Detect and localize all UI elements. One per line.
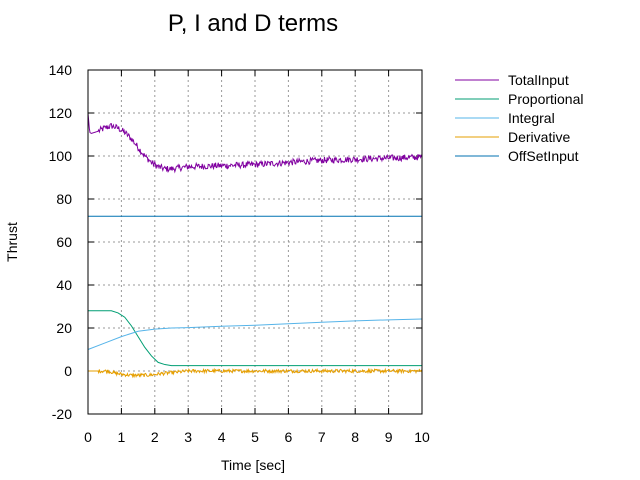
y-tick-label: 80 bbox=[56, 191, 72, 207]
x-tick-label: 5 bbox=[251, 429, 259, 445]
legend-label-proportional: Proportional bbox=[508, 91, 584, 107]
series-line-derivative bbox=[88, 367, 423, 379]
legend: TotalInput Proportional Integral Derivative… bbox=[455, 72, 584, 164]
plot-series bbox=[87, 112, 423, 379]
x-tick-label: 6 bbox=[285, 429, 293, 445]
legend-label-offsetinput: OffSetInput bbox=[508, 148, 579, 164]
y-tick-label: 100 bbox=[49, 148, 73, 164]
x-tick-label: 1 bbox=[118, 429, 126, 445]
y-tick-label: -20 bbox=[52, 406, 72, 422]
x-tick-label: 0 bbox=[84, 429, 92, 445]
y-tick-label: 20 bbox=[56, 320, 72, 336]
x-tick-label: 7 bbox=[318, 429, 326, 445]
y-tick-label: 40 bbox=[56, 277, 72, 293]
y-tick-label: 120 bbox=[49, 105, 73, 121]
y-tick-label: 60 bbox=[56, 234, 72, 250]
x-tick-label: 4 bbox=[218, 429, 226, 445]
y-tick-label: 0 bbox=[64, 363, 72, 379]
chart-title: P, I and D terms bbox=[168, 10, 338, 37]
legend-label-derivative: Derivative bbox=[508, 129, 570, 145]
grid bbox=[88, 70, 422, 414]
x-tick-label: 2 bbox=[151, 429, 159, 445]
x-tick-label: 3 bbox=[184, 429, 192, 445]
y-tick-label: 140 bbox=[49, 62, 73, 78]
series-line-integral bbox=[87, 318, 423, 350]
series-line-proportional bbox=[88, 310, 422, 367]
x-tick-label: 8 bbox=[351, 429, 359, 445]
x-axis-ticks: 0 1 2 3 4 5 6 7 8 9 10 bbox=[84, 70, 430, 445]
x-tick-label: 10 bbox=[414, 429, 430, 445]
y-axis-ticks: -20 0 20 40 60 80 100 120 140 bbox=[49, 62, 422, 422]
legend-label-integral: Integral bbox=[508, 110, 555, 126]
legend-label-totalinput: TotalInput bbox=[508, 72, 569, 88]
plot-frame bbox=[87, 69, 423, 415]
series-line-totalinput bbox=[87, 112, 423, 174]
y-axis-label: Thrust bbox=[4, 222, 20, 262]
x-axis-label: Time [sec] bbox=[221, 457, 285, 473]
x-tick-label: 9 bbox=[385, 429, 393, 445]
